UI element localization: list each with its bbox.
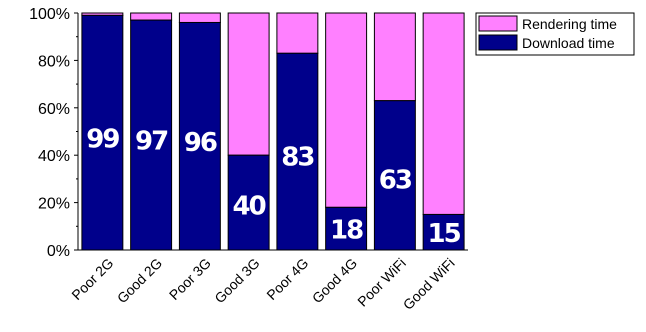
legend-label-1: Download time bbox=[522, 35, 615, 51]
legend-label-0: Rendering time bbox=[522, 16, 617, 32]
bar-download-1 bbox=[130, 19, 173, 251]
bar-rendering-6 bbox=[373, 12, 416, 102]
data-label-3: 40 bbox=[233, 191, 266, 221]
data-label-7: 15 bbox=[428, 219, 461, 249]
y-tick-label-5: 100% bbox=[29, 6, 70, 23]
x-tick-label-1: Good 2G bbox=[114, 255, 165, 306]
y-tick-label-1: 20% bbox=[38, 196, 70, 213]
legend-swatch-1 bbox=[478, 34, 518, 51]
bar-rendering-1 bbox=[130, 12, 173, 21]
x-tick-label-5: Good 4G bbox=[309, 255, 360, 306]
x-tick-label-7: Good WiFi bbox=[400, 255, 458, 313]
data-label-5: 18 bbox=[330, 216, 363, 246]
bar-download-4 bbox=[276, 52, 319, 251]
bar-download-3 bbox=[227, 154, 270, 251]
y-tick-label-0: 0% bbox=[47, 243, 70, 260]
bar-download-7 bbox=[422, 213, 465, 251]
data-label-1: 97 bbox=[135, 127, 168, 157]
x-tick-label-4: Poor 4G bbox=[263, 255, 311, 303]
bar-rendering-4 bbox=[276, 12, 319, 54]
bar-rendering-7 bbox=[422, 12, 465, 215]
x-tick-label-2: Poor 3G bbox=[166, 255, 214, 303]
legend: Rendering time Download time bbox=[475, 12, 635, 56]
bar-rendering-5 bbox=[325, 12, 368, 208]
data-label-0: 99 bbox=[86, 124, 119, 154]
bar-download-6 bbox=[373, 100, 416, 251]
bar-rendering-2 bbox=[178, 12, 221, 23]
bar-download-0 bbox=[81, 14, 124, 251]
y-tick-label-4: 80% bbox=[38, 53, 70, 70]
x-tick-label-3: Good 3G bbox=[211, 255, 262, 306]
data-label-6: 63 bbox=[379, 165, 412, 195]
bars-layer bbox=[81, 12, 465, 251]
y-tick-label-2: 40% bbox=[38, 148, 70, 165]
y-axis: 0% 20% 40% 60% 80% 100% bbox=[29, 6, 78, 260]
bar-rendering-3 bbox=[227, 12, 270, 156]
bar-download-2 bbox=[178, 21, 221, 251]
data-label-2: 96 bbox=[184, 128, 217, 158]
legend-swatch-0 bbox=[478, 15, 518, 32]
data-labels: 99 97 96 40 83 18 63 15 bbox=[86, 124, 462, 249]
x-tick-label-0: Poor 2G bbox=[68, 255, 116, 303]
data-label-4: 83 bbox=[281, 143, 314, 173]
bar-download-5 bbox=[325, 206, 368, 251]
y-tick-label-3: 60% bbox=[38, 101, 70, 118]
